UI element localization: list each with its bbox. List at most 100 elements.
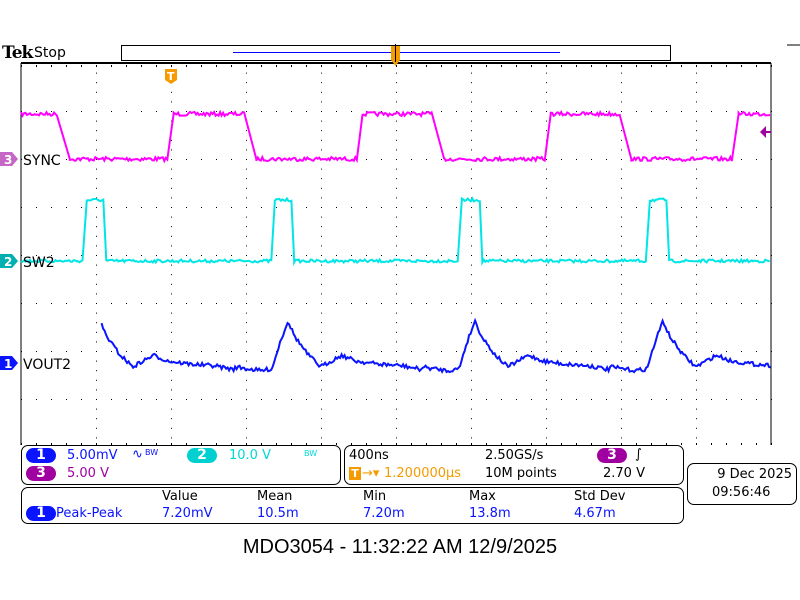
grid-dot: [621, 187, 622, 189]
grid-dot: [96, 255, 97, 256]
grid-dot: [36, 159, 37, 160]
grid-dot: [396, 207, 397, 208]
grid-tick: [696, 65, 697, 67]
grid-dot: [606, 111, 607, 112]
grid-dot: [621, 379, 622, 381]
grid-dot: [231, 303, 232, 304]
grid-dot: [396, 360, 397, 362]
grid-dot: [246, 331, 247, 333]
grid-dot: [621, 91, 622, 93]
grid-dot: [246, 427, 247, 429]
grid-tick: [741, 443, 742, 445]
grid-dot: [36, 111, 37, 112]
grid-dot: [621, 341, 622, 343]
grid-dot: [726, 399, 727, 400]
grid-dot: [96, 293, 97, 295]
grid-dot: [546, 91, 547, 93]
grid-dot: [321, 72, 322, 74]
grid-dot: [381, 399, 382, 400]
grid-tick: [261, 65, 262, 67]
grid-tick: [126, 65, 127, 67]
meas-name[interactable]: Peak-Peak: [56, 506, 123, 521]
grid-tick: [606, 443, 607, 445]
grid-dot: [246, 159, 247, 160]
grid-dot: [546, 341, 547, 343]
grid-tick: [66, 65, 67, 67]
grid-dot: [366, 399, 367, 400]
grid-dot: [696, 331, 697, 333]
meas-source-badge[interactable]: 1: [26, 506, 56, 521]
grid-dot: [756, 255, 757, 256]
grid-dot: [591, 303, 592, 304]
grid-dot: [96, 360, 97, 362]
ch3-badge[interactable]: 3: [26, 466, 56, 481]
grid-dot: [321, 226, 322, 228]
grid-dot: [741, 303, 742, 304]
grid-dot: [546, 303, 547, 304]
grid-dot: [156, 303, 157, 304]
grid-dot: [336, 303, 337, 304]
grid-dot: [696, 235, 697, 237]
grid-tick: [171, 443, 172, 445]
ch2-label: SW2: [23, 255, 55, 271]
grid-dot: [246, 111, 247, 112]
grid-dot: [171, 408, 172, 410]
grid-dot: [276, 255, 277, 256]
grid-dot: [501, 303, 502, 304]
trigger-position-icon: T: [349, 467, 361, 480]
grid-dot: [696, 245, 697, 247]
grid-tick: [81, 443, 82, 445]
grid-dot: [141, 303, 142, 304]
grid-dot: [396, 226, 397, 228]
grid-dot: [141, 111, 142, 112]
grid-dot: [696, 312, 697, 314]
grid-dot: [321, 322, 322, 324]
grid-dot: [156, 255, 157, 256]
grid-dot: [411, 159, 412, 160]
grid-dot: [756, 111, 757, 112]
header-std-dev: Std Dev: [574, 489, 626, 504]
grid-dot: [171, 197, 172, 199]
grid-dot: [246, 245, 247, 247]
grid-dot: [246, 91, 247, 93]
grid-dot: [471, 360, 472, 362]
grid-dot: [171, 322, 172, 324]
grid-dot: [471, 139, 472, 141]
ch1-badge[interactable]: 1: [26, 448, 56, 463]
grid-tick: [456, 443, 457, 445]
grid-dot: [321, 120, 322, 122]
grid-dot: [246, 437, 247, 439]
grid-dot: [471, 379, 472, 381]
grid-dot: [621, 293, 622, 295]
grid-dot: [411, 303, 412, 304]
grid-dot: [36, 303, 37, 304]
grid-dot: [96, 168, 97, 170]
grid-dot: [276, 399, 277, 400]
grid-dot: [321, 399, 322, 400]
grid-dot: [246, 101, 247, 103]
grid-dot: [171, 341, 172, 343]
grid-dot: [171, 216, 172, 218]
grid-dot: [186, 351, 187, 352]
grid-dot: [246, 379, 247, 381]
grid-dot: [111, 399, 112, 400]
grid-dot: [186, 159, 187, 160]
grid-dot: [501, 351, 502, 352]
grid-dot: [96, 312, 97, 314]
grid-dot: [66, 351, 67, 352]
grid-dot: [456, 399, 457, 400]
grid-dot: [621, 418, 622, 420]
grid-tick: [321, 65, 322, 67]
ch2-badge[interactable]: 2: [187, 448, 217, 463]
grid-dot: [246, 207, 247, 208]
grid-dot: [396, 351, 397, 352]
trigger-source-badge[interactable]: 3: [597, 448, 627, 463]
grid-dot: [246, 197, 247, 199]
grid-dot: [246, 82, 247, 84]
grid-dot: [546, 235, 547, 237]
grid-dot: [471, 255, 472, 256]
grid-tick: [741, 65, 742, 67]
grid-dot: [51, 303, 52, 304]
grid-dot: [81, 255, 82, 256]
grid-dot: [66, 303, 67, 304]
